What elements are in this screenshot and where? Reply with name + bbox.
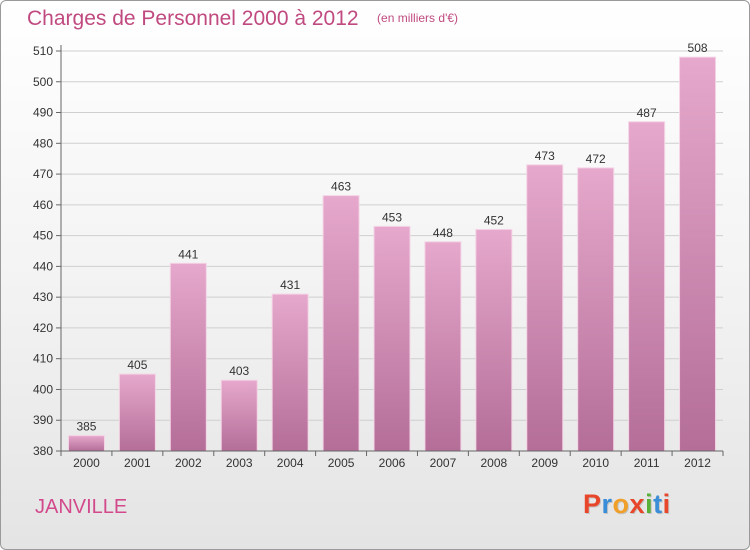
- x-tick-label: 2006: [379, 456, 406, 470]
- bar: [220, 379, 258, 452]
- bar: [577, 167, 615, 452]
- y-tick-label: 460: [33, 198, 53, 212]
- chart-title: Charges de Personnel 2000 à 2012: [27, 7, 359, 30]
- logo-letter: t: [653, 489, 663, 519]
- bar: [118, 373, 156, 452]
- bar-value-label: 403: [229, 364, 249, 378]
- y-axis-ticks: 380 390 400 410 420 430 440 450 460 470 480 490 500 5…: [33, 44, 61, 458]
- y-tick-label: 450: [33, 229, 53, 243]
- bar: [169, 262, 207, 452]
- bar: [373, 225, 411, 452]
- x-tick-label: 2008: [480, 456, 507, 470]
- bar: [628, 121, 666, 452]
- bar-value-label: 385: [76, 420, 96, 434]
- x-tick-label: 2012: [684, 456, 711, 470]
- y-tick-label: 420: [33, 321, 53, 335]
- x-tick-label: 2007: [430, 456, 457, 470]
- x-tick-label: 2010: [582, 456, 609, 470]
- bars: [67, 56, 717, 452]
- y-tick-label: 440: [33, 259, 53, 273]
- y-tick-label: 510: [33, 44, 53, 58]
- x-tick-label: 2011: [634, 456, 660, 470]
- bar-value-label: 487: [637, 106, 657, 120]
- bar-value-label: 453: [382, 210, 402, 224]
- logo-letter: i: [662, 489, 671, 519]
- bar-value-label: 472: [586, 152, 606, 166]
- logo-letter: P: [583, 489, 602, 519]
- bar-value-label: 431: [280, 278, 300, 292]
- y-tick-label: 500: [33, 75, 53, 89]
- title-row: Charges de Personnel 2000 à 2012 (en mil…: [27, 7, 458, 31]
- axes: [60, 45, 723, 452]
- x-tick-label: 2002: [175, 456, 202, 470]
- bar-value-label: 448: [433, 226, 453, 240]
- x-axis-ticks: 2000 2001 2002 2003 2004 2005 2006 2007 2008 2009…: [60, 451, 724, 470]
- bar: [322, 195, 360, 452]
- y-tick-label: 430: [33, 290, 53, 304]
- logo-letter: o: [612, 489, 630, 519]
- y-tick-label: 490: [33, 106, 53, 120]
- x-tick-label: 2009: [531, 456, 558, 470]
- bar-value-label: 463: [331, 180, 351, 194]
- proxiti-logo: Proxiti: [583, 489, 671, 520]
- bar-value-label: 473: [535, 149, 555, 163]
- y-tick-label: 390: [33, 413, 53, 427]
- bar: [475, 228, 513, 452]
- y-tick-label: 410: [33, 352, 53, 366]
- bar: [67, 435, 105, 452]
- logo-letter: r: [601, 489, 613, 519]
- bar: [271, 293, 309, 452]
- x-tick-label: 2003: [226, 456, 253, 470]
- y-tick-label: 400: [33, 382, 53, 396]
- x-tick-label: 2005: [328, 456, 355, 470]
- x-tick-label: 2001: [124, 456, 151, 470]
- bar: [679, 56, 717, 452]
- logo-letter: i: [645, 489, 654, 519]
- commune-name: JANVILLE: [35, 496, 128, 518]
- data-labels: 385 405 441 403 431 463 453 448 452 473 472 487 508: [76, 41, 707, 433]
- bar-value-label: 508: [688, 41, 708, 55]
- bar-value-label: 441: [178, 247, 198, 261]
- x-tick-label: 2000: [73, 456, 100, 470]
- y-tick-label: 470: [33, 167, 53, 181]
- y-tick-label: 480: [33, 136, 53, 150]
- x-tick-label: 2004: [277, 456, 304, 470]
- bar-value-label: 452: [484, 213, 504, 227]
- bar: [526, 164, 564, 452]
- y-tick-label: 380: [33, 444, 53, 458]
- chart-subtitle: (en milliers d'€): [377, 11, 459, 25]
- bar-value-label: 405: [127, 358, 147, 372]
- logo-letter: x: [629, 489, 646, 519]
- bar: [424, 241, 462, 452]
